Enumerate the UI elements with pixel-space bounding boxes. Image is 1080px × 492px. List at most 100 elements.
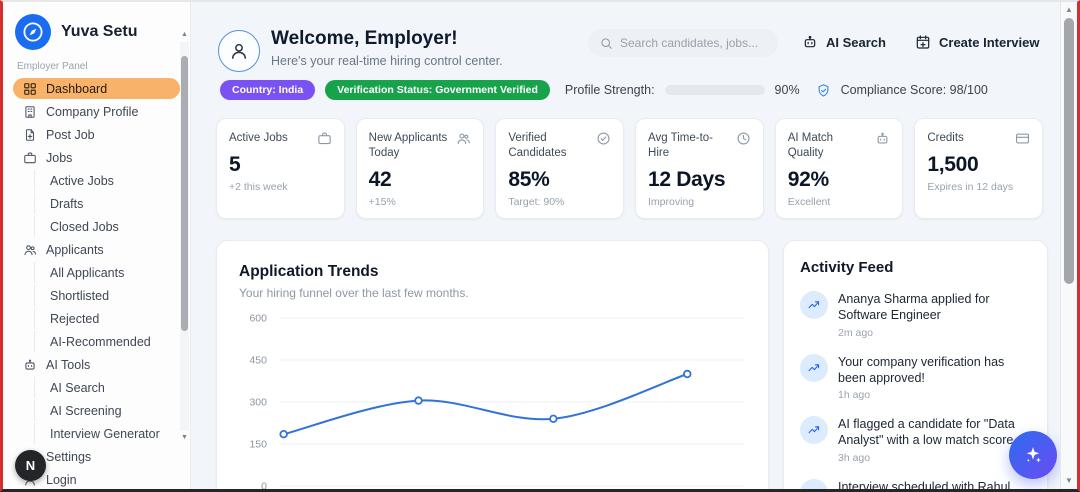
stat-title: Credits: [927, 132, 964, 144]
svg-text:600: 600: [249, 313, 267, 325]
sidebar-item-post-job[interactable]: Post Job: [13, 124, 180, 145]
sidebar-item-ai-screening[interactable]: AI Screening: [34, 400, 180, 421]
sidebar-item-label: Login: [46, 472, 77, 487]
activity-list: Ananya Sharma applied for Software Engin…: [800, 291, 1031, 489]
sidebar-item-label: Settings: [46, 449, 92, 464]
search-bar[interactable]: [588, 29, 778, 57]
sidebar-item-label: AI Tools: [46, 357, 91, 372]
search-icon: [600, 37, 613, 50]
stat-card: Verified Candidates 85% Target: 90%: [495, 118, 625, 219]
sidebar-item-rejected[interactable]: Rejected: [34, 308, 180, 329]
activity-text: AI flagged a candidate for "Data Analyst…: [838, 417, 1017, 448]
stat-title: Verified Candidates: [508, 132, 567, 159]
n-overlay-badge[interactable]: N: [15, 450, 46, 481]
sidebar-scrollbar-thumb[interactable]: [181, 56, 188, 331]
scroll-up-icon[interactable]: ▲: [1065, 5, 1073, 14]
sidebar: Yuva Setu Employer Panel Dashboard Compa…: [3, 2, 191, 489]
sidebar-item-label: Interview Generator: [50, 426, 160, 441]
check-circle-icon: [596, 131, 611, 146]
svg-text:150: 150: [249, 439, 267, 451]
stat-value: 85%: [508, 167, 550, 191]
stat-value: 92%: [787, 167, 829, 191]
svg-text:0: 0: [261, 481, 267, 492]
application-trends-chart: 0 150 300 450 600: [249, 313, 744, 492]
clock-icon: [736, 131, 751, 146]
sidebar-item-label: Active Jobs: [50, 173, 114, 188]
users-icon: [23, 243, 37, 257]
stat-value: 5: [229, 153, 241, 176]
sidebar-nav: Dashboard Company Profile Post Job Jobs: [3, 78, 190, 489]
application-trends-card: Application Trends Your hiring funnel ov…: [216, 240, 769, 492]
stat-value: 12 Days: [648, 167, 726, 191]
stat-value: 1,500: [927, 153, 979, 176]
sidebar-item-label: Post Job: [46, 127, 95, 142]
sidebar-item-jobs[interactable]: Jobs: [13, 147, 180, 168]
ai-assistant-fab[interactable]: [1009, 431, 1057, 479]
window-scrollbar-thumb[interactable]: [1064, 18, 1074, 284]
sidebar-item-label: Jobs: [46, 150, 73, 165]
brand-name: Yuva Setu: [61, 23, 138, 40]
sidebar-item-dashboard[interactable]: Dashboard: [13, 78, 180, 99]
bot-icon: [23, 358, 37, 372]
stat-title: AI Match Quality: [787, 132, 834, 159]
sidebar-section-label: Employer Panel: [17, 61, 88, 72]
file-plus-icon: [23, 128, 37, 142]
stat-title: New Applicants Today: [368, 132, 448, 159]
sparkles-icon: [1023, 445, 1043, 465]
window-scrollbar[interactable]: ▲ ▼: [1060, 2, 1077, 489]
sidebar-item-all-applicants[interactable]: All Applicants: [34, 262, 180, 283]
sidebar-item-drafts[interactable]: Drafts: [34, 193, 180, 214]
stats-row: Active Jobs 5 +2 this week New Applicant…: [216, 118, 1044, 219]
page-title: Welcome, Employer!: [271, 28, 458, 49]
sidebar-item-active-jobs[interactable]: Active Jobs: [34, 170, 180, 191]
scroll-up-icon[interactable]: ▲: [181, 31, 188, 38]
sidebar-item-ai-recommended[interactable]: AI-Recommended: [34, 331, 180, 352]
profile-strength-bar: [664, 85, 765, 95]
sidebar-item-ai-tools[interactable]: AI Tools: [13, 354, 180, 375]
activity-item: AI flagged a candidate for "Data Analyst…: [800, 416, 1031, 464]
search-input[interactable]: [620, 36, 766, 50]
credit-card-icon: [1015, 131, 1030, 146]
activity-item: Your company verification has been appro…: [800, 353, 1031, 401]
sidebar-item-label: AI Search: [50, 380, 105, 395]
stat-value: 42: [368, 167, 392, 191]
stat-title: Avg Time-to-Hire: [648, 132, 713, 159]
stat-card: New Applicants Today 42 +15%: [355, 118, 485, 219]
ai-search-button[interactable]: AI Search: [802, 34, 886, 50]
trending-up-icon: [800, 291, 828, 319]
users-icon: [456, 131, 471, 146]
scroll-down-icon[interactable]: ▼: [181, 434, 188, 441]
brand: Yuva Setu: [3, 2, 190, 54]
activity-timestamp: 2m ago: [838, 326, 874, 339]
activity-feed-title: Activity Feed: [800, 259, 894, 276]
activity-item: Interview scheduled with Rahul Verma for…: [800, 478, 1031, 489]
create-interview-button[interactable]: Create Interview: [915, 34, 1039, 50]
yuva-setu-logo-icon: [15, 14, 51, 50]
activity-timestamp: 1h ago: [838, 389, 871, 401]
sidebar-item-label: Closed Jobs: [50, 219, 119, 234]
sidebar-item-shortlisted[interactable]: Shortlisted: [34, 285, 180, 306]
sidebar-item-company-profile[interactable]: Company Profile: [13, 101, 180, 122]
sidebar-item-closed-jobs[interactable]: Closed Jobs: [34, 216, 180, 237]
stat-card: Credits 1,500 Expires in 12 days: [914, 118, 1044, 219]
sidebar-item-label: AI-Recommended: [50, 334, 151, 349]
status-badges-row: Country: India Verification Status: Gove…: [220, 80, 988, 100]
sidebar-item-ai-search[interactable]: AI Search: [34, 377, 180, 398]
stat-card: AI Match Quality 92% Excellent: [774, 118, 904, 219]
stat-subtext: +2 this week: [229, 181, 288, 193]
sidebar-item-label: All Applicants: [50, 265, 125, 280]
stat-card: Avg Time-to-Hire 12 Days Improving: [635, 118, 764, 219]
scroll-down-icon[interactable]: ▼: [1065, 476, 1073, 485]
trending-up-icon: [800, 353, 828, 382]
calendar-plus-icon: [915, 34, 931, 50]
shield-check-icon: [816, 83, 831, 98]
activity-timestamp: 3h ago: [838, 451, 871, 464]
sidebar-item-applicants[interactable]: Applicants: [13, 239, 180, 260]
compliance-score: Compliance Score: 98/100: [840, 83, 988, 97]
sidebar-item-interview-generator[interactable]: Interview Generator: [34, 423, 180, 444]
sidebar-scrollbar[interactable]: ▲ ▼: [180, 31, 189, 441]
activity-item: Ananya Sharma applied for Software Engin…: [800, 291, 1031, 339]
activity-text: Your company verification has been appro…: [838, 354, 1005, 385]
page-subtitle: Here's your real-time hiring control cen…: [271, 54, 503, 68]
chart-subtitle: Your hiring funnel over the last few mon…: [239, 286, 469, 300]
